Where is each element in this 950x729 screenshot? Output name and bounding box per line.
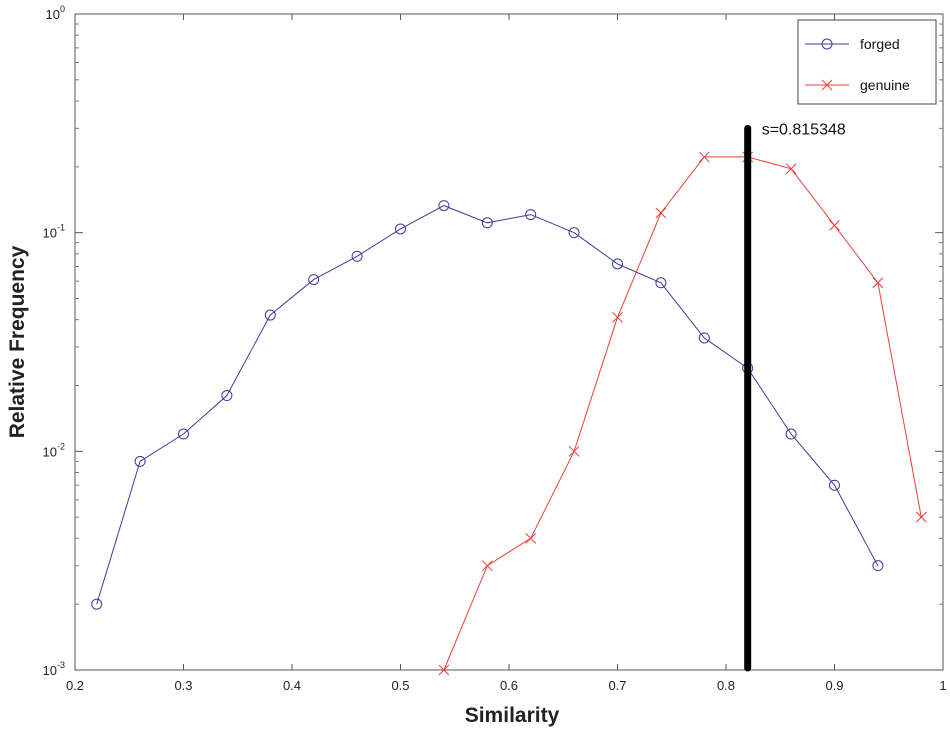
point-genuine	[612, 311, 623, 323]
y-tick-exponent: -3	[57, 660, 65, 670]
legend-label-genuine: genuine	[860, 77, 910, 93]
legend: forged genuine	[797, 19, 937, 105]
point-forged	[785, 428, 797, 440]
y-tick-base: 10	[43, 663, 57, 678]
y-tick-label: 10-2	[43, 441, 65, 459]
legend-box	[797, 19, 937, 105]
point-forged	[612, 258, 623, 270]
point-forged	[264, 309, 276, 321]
y-tick-exponent: -2	[57, 441, 65, 451]
x-tick-label: 0.4	[283, 678, 301, 693]
y-tick-base: 10	[46, 7, 60, 22]
point-forged	[525, 209, 537, 221]
x-tick-label: 1	[939, 678, 946, 693]
point-forged	[308, 274, 320, 286]
y-tick-base: 10	[43, 226, 57, 241]
point-genuine	[785, 163, 797, 175]
x-tick-label: 0.8	[717, 678, 735, 693]
plot-area	[74, 13, 944, 671]
point-genuine	[915, 511, 927, 523]
x-axis-label: Similarity	[465, 704, 560, 727]
y-tick-label: 10-3	[43, 660, 65, 678]
point-forged	[438, 200, 450, 212]
point-forged	[872, 560, 884, 572]
series-line-genuine	[443, 156, 922, 671]
point-genuine	[829, 220, 840, 231]
point-forged	[221, 390, 233, 402]
point-genuine	[655, 207, 667, 219]
y-tick-label: 100	[46, 4, 65, 22]
threshold-label: s=0.815348	[762, 121, 846, 138]
x-axis-ticks: 0.2 0.3 0.4 0.5 0.6 0.7 0.8 0.9 1	[66, 14, 947, 693]
point-forged	[829, 479, 840, 491]
x-tick-label: 0.7	[608, 678, 626, 693]
legend-marker-forged	[821, 38, 833, 50]
point-genuine	[568, 445, 580, 457]
point-forged	[481, 217, 493, 229]
point-forged	[351, 250, 363, 262]
y-tick-label: 10-1	[43, 223, 65, 241]
x-tick-label: 0.6	[500, 678, 518, 693]
legend-marker-genuine	[821, 79, 833, 91]
y-axis-label: Relative Frequency	[6, 245, 29, 438]
point-forged	[395, 223, 406, 235]
x-tick-label: 0.9	[825, 678, 843, 693]
x-tick-label: 0.3	[174, 678, 192, 693]
point-genuine	[438, 664, 450, 676]
legend-label-forged: forged	[860, 36, 900, 52]
point-genuine	[698, 151, 710, 163]
point-forged	[568, 227, 580, 239]
x-tick-label: 0.5	[391, 678, 409, 693]
point-forged	[134, 455, 146, 467]
point-forged	[698, 332, 710, 344]
point-forged	[91, 598, 103, 610]
point-forged	[178, 428, 189, 440]
point-forged	[655, 277, 667, 289]
y-tick-exponent: 0	[60, 4, 65, 14]
point-genuine	[481, 560, 493, 572]
point-genuine	[525, 532, 537, 544]
y-tick-base: 10	[43, 444, 57, 459]
threshold-layer: s=0.815348	[744, 121, 846, 672]
x-tick-label: 0.2	[66, 678, 84, 693]
point-genuine	[872, 277, 884, 289]
y-tick-exponent: -1	[57, 223, 65, 233]
